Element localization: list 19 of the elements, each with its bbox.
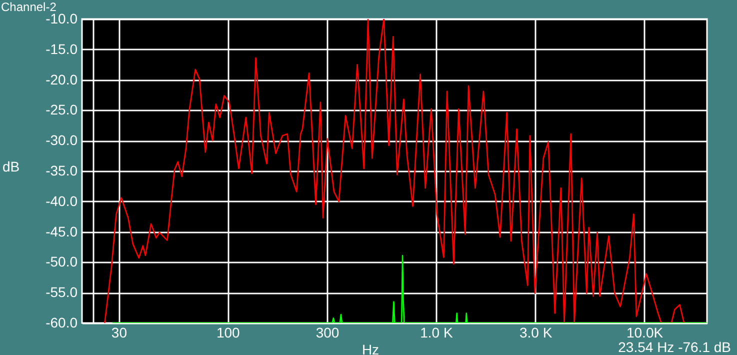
y-axis-title: dB xyxy=(2,158,20,174)
y-tick-label: -55.0 xyxy=(46,284,78,300)
x-axis-title: Hz xyxy=(362,342,380,355)
text: 23.54 Hz -76.1 dB xyxy=(618,339,731,355)
x-tick-label: 10.0K xyxy=(626,324,664,340)
y-tick-label: -15.0 xyxy=(46,40,78,57)
y-tick-label: -45.0 xyxy=(46,223,78,240)
y-tick-label: -25.0 xyxy=(46,102,78,118)
x-tick-label: 100 xyxy=(216,324,240,340)
x-tick-label: 30 xyxy=(111,324,128,340)
y-tick-label: -40.0 xyxy=(46,192,78,209)
x-tick-label: 3.0 K xyxy=(520,324,553,340)
y-tick-label: -60.0 xyxy=(46,314,78,330)
y-tick-label: -20.0 xyxy=(46,71,78,88)
y-tick-label: -35.0 xyxy=(46,162,78,178)
x-tick-label: 300 xyxy=(316,324,340,340)
y-tick-label: -30.0 xyxy=(46,132,78,148)
y-tick-label: -50.0 xyxy=(46,254,78,270)
x-tick-label: 1.0 K xyxy=(420,324,454,340)
